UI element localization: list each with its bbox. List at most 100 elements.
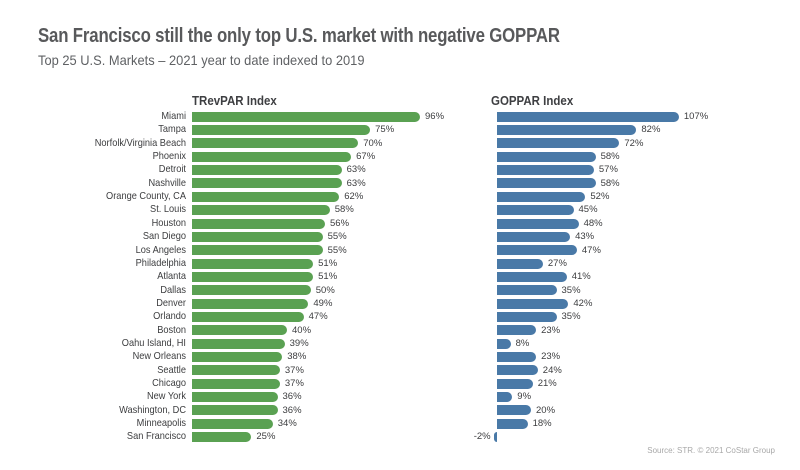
goppar-value: -2%: [473, 431, 491, 443]
category-label: Denver: [156, 296, 186, 309]
trevpar-bar: [192, 151, 352, 162]
trevpar-chart-title: TRevPAR Index: [192, 94, 277, 108]
trevpar-bar: [192, 138, 359, 149]
trevpar-value: 25%: [256, 431, 276, 443]
goppar-value: 47%: [581, 244, 601, 256]
trevpar-value: 75%: [375, 124, 395, 136]
trevpar-bar: [192, 405, 278, 416]
goppar-value: 52%: [590, 191, 610, 203]
category-label: Houston: [151, 216, 186, 229]
page-subtitle: Top 25 U.S. Markets – 2021 year to date …: [38, 52, 365, 68]
goppar-value: 27%: [547, 257, 567, 269]
goppar-value: 58%: [600, 151, 620, 163]
goppar-bar: [497, 405, 531, 416]
goppar-value: 35%: [561, 311, 581, 323]
goppar-value: 21%: [537, 378, 557, 389]
category-label: Orlando: [153, 310, 186, 323]
goppar-bar: [497, 178, 596, 189]
trevpar-value: 63%: [346, 177, 366, 189]
goppar-value: 20%: [536, 404, 556, 416]
page-title: San Francisco still the only top U.S. ma…: [38, 25, 560, 47]
goppar-chart-title: GOPPAR Index: [491, 94, 574, 108]
goppar-value: 35%: [561, 284, 581, 296]
category-label: New York: [146, 390, 186, 403]
trevpar-bar: [192, 191, 340, 202]
category-label: Orange County, CA: [106, 190, 186, 203]
category-label: St. Louis: [150, 203, 186, 216]
category-label: Nashville: [148, 176, 186, 189]
trevpar-bar: [192, 231, 323, 242]
trevpar-bar: [192, 365, 280, 376]
category-label: Seattle: [157, 363, 186, 376]
goppar-value: 72%: [624, 137, 644, 149]
trevpar-bar: [192, 245, 323, 256]
category-label: New Orleans: [132, 350, 186, 363]
trevpar-value: 56%: [330, 217, 350, 229]
trevpar-bar: [192, 325, 287, 336]
trevpar-bar: [192, 271, 314, 282]
trevpar-value: 50%: [315, 284, 335, 296]
trevpar-value: 36%: [282, 404, 302, 416]
trevpar-bar: [192, 205, 330, 216]
goppar-bar: [497, 378, 533, 389]
trevpar-bar: [192, 432, 252, 443]
goppar-bar: [497, 258, 543, 269]
trevpar-bar: [192, 338, 285, 349]
goppar-bar: [497, 392, 513, 403]
category-label: Detroit: [158, 163, 186, 176]
goppar-value: 82%: [641, 124, 661, 136]
trevpar-value: 62%: [344, 191, 364, 203]
trevpar-bar: [192, 285, 311, 296]
trevpar-value: 58%: [334, 204, 354, 216]
trevpar-bar: [192, 311, 304, 322]
goppar-bar: [497, 138, 620, 149]
goppar-bar: [497, 151, 596, 162]
goppar-value: 23%: [541, 324, 561, 336]
goppar-bar: [497, 298, 569, 309]
goppar-bar: [497, 311, 557, 322]
trevpar-value: 37%: [284, 378, 304, 389]
goppar-bar: [497, 338, 511, 349]
category-label: Tampa: [158, 123, 186, 136]
goppar-value: 18%: [532, 418, 552, 430]
goppar-bar: [497, 111, 679, 122]
category-label: Minneapolis: [136, 417, 186, 430]
category-label: San Diego: [142, 230, 186, 243]
trevpar-value: 37%: [284, 364, 304, 376]
category-label: Phoenix: [152, 150, 186, 163]
goppar-bar: [497, 285, 557, 296]
trevpar-bar: [192, 298, 309, 309]
category-label: Atlanta: [157, 270, 186, 283]
source-attribution: Source: STR. © 2021 CoStar Group: [647, 446, 775, 455]
trevpar-bar: [192, 178, 342, 189]
goppar-bar: [497, 352, 537, 362]
trevpar-bar: [192, 111, 420, 122]
category-label: Oahu Island, HI: [121, 336, 186, 349]
goppar-value: 41%: [571, 271, 591, 283]
goppar-bar: [497, 165, 594, 176]
goppar-value: 45%: [578, 204, 598, 216]
goppar-bar: [497, 245, 577, 256]
goppar-bar: [497, 191, 586, 202]
trevpar-value: 49%: [313, 297, 333, 309]
category-label: Dallas: [160, 283, 186, 296]
goppar-bar: [497, 205, 574, 216]
trevpar-value: 51%: [318, 257, 338, 269]
trevpar-value: 47%: [308, 311, 328, 323]
trevpar-value: 63%: [346, 164, 366, 176]
goppar-bar: [497, 271, 567, 282]
category-label: Washington, DC: [119, 403, 186, 416]
trevpar-value: 36%: [282, 391, 302, 403]
goppar-bar: [497, 325, 537, 336]
trevpar-value: 51%: [318, 271, 338, 283]
goppar-value: 24%: [542, 364, 562, 376]
category-label: Miami: [161, 110, 186, 122]
trevpar-bar: [192, 418, 273, 429]
goppar-value: 9%: [517, 391, 532, 403]
goppar-bar: [497, 125, 637, 136]
trevpar-bar: [192, 125, 371, 136]
trevpar-value: 38%: [287, 351, 307, 363]
goppar-value: 107%: [683, 111, 709, 122]
